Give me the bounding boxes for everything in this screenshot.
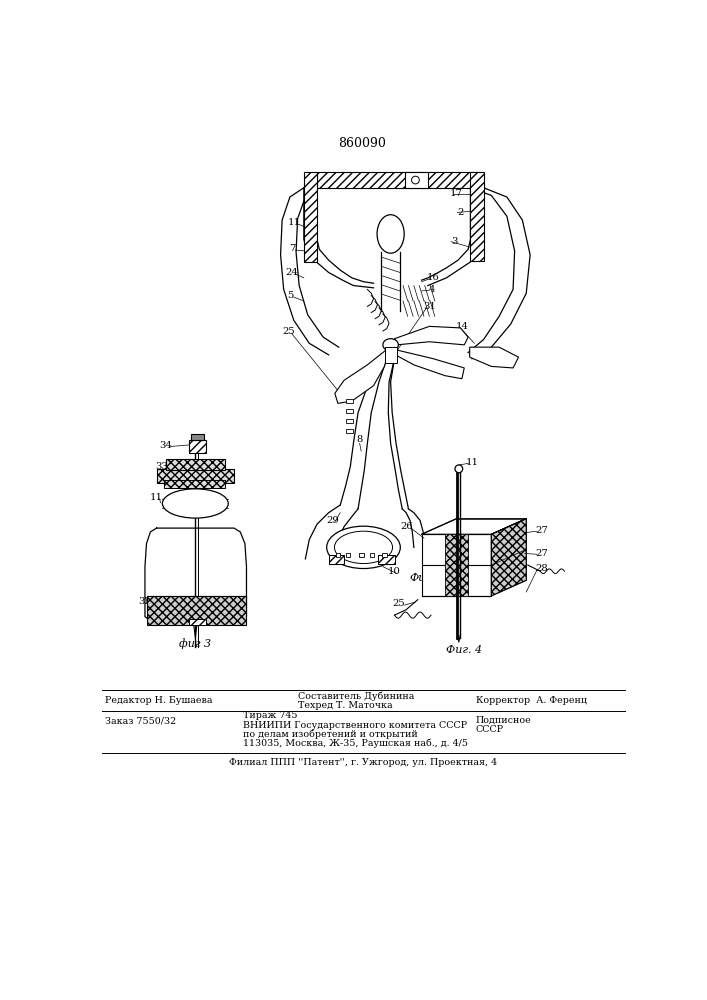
Text: 19: 19 (462, 172, 474, 181)
Text: ВНИИПИ Государственного комитета СССР: ВНИИПИ Государственного комитета СССР (243, 721, 467, 730)
Ellipse shape (327, 526, 400, 569)
Bar (378, 555, 395, 564)
Text: 32: 32 (138, 597, 151, 606)
Circle shape (455, 465, 462, 473)
Bar (346, 553, 351, 557)
Bar (370, 553, 374, 557)
Bar (329, 555, 344, 564)
Text: 34: 34 (160, 441, 173, 450)
Bar (336, 553, 340, 557)
Bar (189, 619, 206, 625)
Bar (346, 399, 353, 403)
Bar (385, 347, 397, 363)
Bar (346, 429, 353, 433)
Text: 24: 24 (286, 268, 298, 277)
Text: 26: 26 (400, 522, 412, 531)
Text: 31: 31 (423, 302, 436, 311)
Polygon shape (469, 347, 518, 368)
Text: 11: 11 (150, 493, 163, 502)
Bar (156, 469, 234, 483)
Text: 113035, Москва, Ж-35, Раушская наб., д. 4/5: 113035, Москва, Ж-35, Раушская наб., д. … (243, 739, 468, 748)
Ellipse shape (377, 215, 404, 253)
Text: 8: 8 (356, 435, 363, 444)
Polygon shape (491, 519, 526, 596)
Text: 860090: 860090 (338, 137, 386, 150)
Text: 25: 25 (392, 599, 404, 608)
Text: 2: 2 (457, 208, 464, 217)
Bar (359, 553, 363, 557)
Polygon shape (395, 349, 464, 379)
Bar (404, 172, 428, 188)
Text: Фиг.2: Фиг.2 (409, 573, 442, 583)
Bar (164, 480, 225, 488)
Text: 7: 7 (289, 244, 296, 253)
Ellipse shape (334, 531, 392, 564)
Polygon shape (421, 519, 526, 534)
Polygon shape (491, 519, 526, 596)
Bar (346, 419, 353, 423)
Bar (445, 534, 468, 596)
Text: 5: 5 (288, 291, 294, 300)
Ellipse shape (163, 489, 228, 518)
Text: Корректор  А. Ференц: Корректор А. Ференц (476, 696, 587, 705)
Ellipse shape (383, 339, 398, 351)
Bar (189, 440, 206, 453)
Text: СССР: СССР (476, 725, 504, 734)
Text: 29: 29 (326, 516, 339, 525)
Text: 27: 27 (535, 549, 548, 558)
Text: 18: 18 (455, 180, 468, 189)
Text: Подписное: Подписное (476, 716, 532, 725)
Circle shape (411, 176, 419, 184)
Text: 11: 11 (288, 218, 301, 227)
Text: 4: 4 (428, 285, 435, 294)
Text: Техред Т. Маточка: Техред Т. Маточка (298, 701, 392, 710)
Polygon shape (395, 326, 468, 345)
Text: фиг 3: фиг 3 (180, 638, 211, 649)
Polygon shape (335, 349, 387, 403)
Text: 28: 28 (535, 564, 548, 573)
Text: Заказ 7550/32: Заказ 7550/32 (105, 716, 177, 725)
Text: 11: 11 (465, 458, 479, 467)
Bar (146, 596, 246, 625)
Text: Филиал ППП ''Патент'', г. Ужгород, ул. Проектная, 4: Филиал ППП ''Патент'', г. Ужгород, ул. П… (228, 758, 497, 767)
Text: 10: 10 (388, 567, 401, 576)
Text: 14: 14 (456, 322, 469, 331)
Text: Тираж 745: Тираж 745 (243, 711, 298, 720)
Text: Составитель Дубинина: Составитель Дубинина (298, 691, 414, 701)
Text: 27: 27 (535, 526, 548, 535)
Text: 16: 16 (427, 273, 440, 282)
Text: 25: 25 (282, 327, 295, 336)
Bar (166, 459, 225, 470)
Text: 17: 17 (450, 189, 463, 198)
Bar (192, 434, 204, 440)
Text: по делам изобретений и открытий: по делам изобретений и открытий (243, 730, 418, 739)
Bar (346, 409, 353, 413)
Text: 3: 3 (451, 237, 457, 246)
Polygon shape (421, 534, 491, 596)
Text: Редактор Н. Бушаева: Редактор Н. Бушаева (105, 696, 213, 705)
Bar (470, 172, 484, 261)
Bar (317, 172, 480, 188)
Text: Фиг. 4: Фиг. 4 (446, 645, 482, 655)
Bar (382, 553, 387, 557)
Bar (304, 172, 317, 262)
Text: 33: 33 (156, 462, 168, 471)
